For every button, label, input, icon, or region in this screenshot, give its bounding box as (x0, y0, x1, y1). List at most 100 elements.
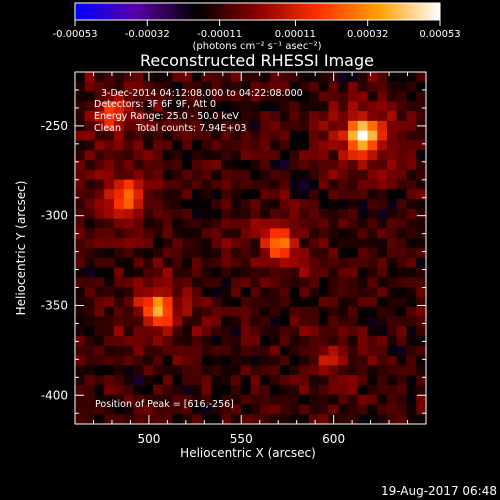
heatmap-cell (338, 228, 349, 239)
heatmap-cell (387, 336, 398, 347)
heatmap-cell (94, 375, 105, 386)
y-tick-label: -300 (41, 209, 68, 223)
heatmap-cell (357, 228, 368, 239)
heatmap-cell (367, 189, 378, 200)
heatmap-cell (328, 101, 339, 112)
heatmap-cell (153, 267, 164, 278)
annotation-detectors: Detectors: 3F 6F 9F, Att 0 (94, 99, 216, 110)
heatmap-cell (172, 248, 183, 259)
heatmap-cell (250, 199, 261, 210)
heatmap-cell (182, 91, 193, 102)
heatmap-cell (162, 336, 173, 347)
heatmap-cell (143, 208, 154, 220)
heatmap-cell (289, 208, 300, 220)
heatmap-cell (357, 384, 368, 396)
heatmap-cell (211, 228, 222, 239)
heatmap-cell (260, 208, 271, 220)
heatmap-cell (123, 150, 134, 161)
heatmap-cell (357, 160, 368, 171)
heatmap-cell (143, 336, 154, 347)
heatmap-cell (75, 404, 86, 415)
heatmap-cell (396, 130, 407, 141)
heatmap-cell (162, 384, 173, 396)
heatmap-cell (104, 277, 115, 288)
heatmap-cell (182, 140, 193, 151)
heatmap-cell (201, 120, 212, 132)
heatmap-cell (357, 130, 368, 141)
heatmap-cell (270, 218, 281, 229)
heatmap-cell (318, 394, 329, 405)
heatmap-cell (211, 238, 222, 249)
heatmap-cell (84, 384, 95, 396)
heatmap-cell (406, 72, 417, 83)
heatmap-cell (289, 189, 300, 200)
heatmap-cell (231, 199, 242, 210)
heatmap-cell (240, 257, 251, 268)
heatmap-cell (240, 326, 251, 337)
heatmap-cell (348, 306, 359, 317)
heatmap-cell (299, 326, 310, 337)
heatmap-cell (231, 345, 242, 356)
heatmap-cell (250, 228, 261, 239)
heatmap-cell (231, 81, 242, 92)
heatmap-cell (348, 345, 359, 356)
heatmap-cell (75, 81, 86, 92)
heatmap-cell (348, 189, 359, 200)
heatmap-cell (416, 287, 426, 298)
heatmap-cell (221, 414, 232, 424)
heatmap-cell (299, 277, 310, 288)
heatmap-cell (172, 228, 183, 239)
heatmap-cell (114, 208, 125, 220)
heatmap-cell (309, 365, 320, 376)
heatmap-cell (231, 326, 242, 337)
heatmap-cell (84, 287, 95, 298)
heatmap-cell (192, 140, 203, 151)
heatmap-cell (182, 199, 193, 210)
heatmap-cell (396, 81, 407, 92)
heatmap-cell (172, 81, 183, 92)
heatmap-cell (328, 326, 339, 337)
heatmap-cell (114, 375, 125, 386)
heatmap-cell (406, 287, 417, 298)
heatmap-cell (299, 394, 310, 405)
heatmap-cell (192, 189, 203, 200)
heatmap-cell (299, 296, 310, 308)
heatmap-cell (250, 160, 261, 171)
heatmap-cell (84, 120, 95, 132)
heatmap-cell (240, 394, 251, 405)
heatmap-cell (387, 238, 398, 249)
heatmap-cell (231, 130, 242, 141)
heatmap-cell (162, 189, 173, 200)
heatmap-cell (367, 111, 378, 122)
heatmap-cell (75, 140, 86, 151)
heatmap-cell (279, 345, 290, 356)
heatmap-cell (104, 414, 115, 424)
heatmap-cell (318, 316, 329, 327)
heatmap-cell (416, 306, 426, 317)
y-tick-label: -250 (41, 119, 68, 133)
heatmap-cell (357, 179, 368, 190)
heatmap-cell (260, 72, 271, 83)
heatmap-cell (153, 120, 164, 132)
heatmap-cell (260, 296, 271, 308)
heatmap-cell (367, 130, 378, 141)
heatmap-cell (84, 336, 95, 347)
heatmap-cell (221, 296, 232, 308)
heatmap-cell (328, 81, 339, 92)
heatmap-cell (182, 316, 193, 327)
heatmap-cell (162, 179, 173, 190)
heatmap-cell (182, 238, 193, 249)
heatmap-cell (192, 277, 203, 288)
heatmap-cell (289, 414, 300, 424)
heatmap-cell (377, 365, 388, 376)
heatmap-cell (377, 414, 388, 424)
heatmap-cell (123, 179, 134, 190)
heatmap-cell (270, 81, 281, 92)
heatmap-cell (309, 404, 320, 415)
heatmap-cell (357, 306, 368, 317)
heatmap-cell (348, 120, 359, 132)
heatmap-cell (250, 189, 261, 200)
heatmap-cell (84, 355, 95, 366)
heatmap-cell (162, 414, 173, 424)
heatmap-cell (192, 316, 203, 327)
